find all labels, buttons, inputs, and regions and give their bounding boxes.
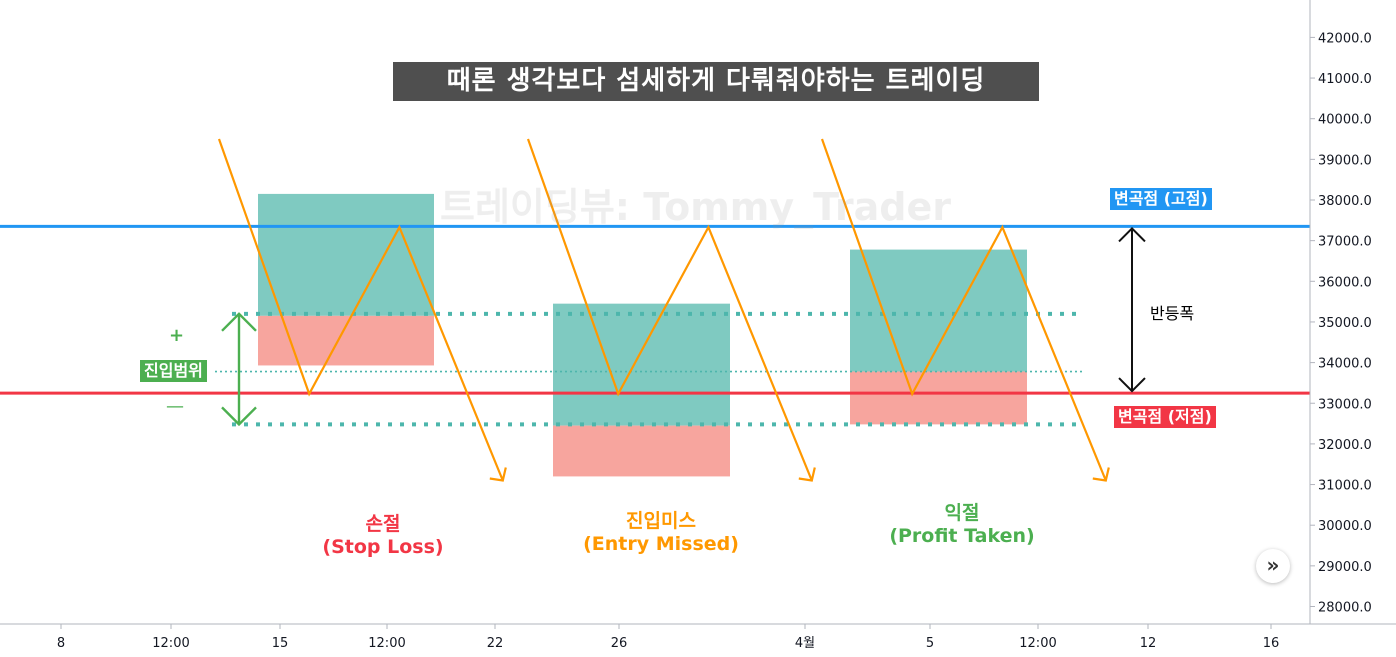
y-tick-label: 37000.0 — [1318, 235, 1372, 250]
chart-title: 때론 생각보다 섬세하게 다뤄줘야하는 트레이딩 — [393, 62, 1039, 101]
minus-sign: — — [166, 396, 184, 417]
y-tick-label: 28000.0 — [1318, 601, 1372, 616]
watermark: 트레이딩뷰: Tommy_Trader — [440, 185, 952, 229]
x-tick-label: 8 — [57, 636, 65, 651]
rebound-arrow-head-top — [1118, 227, 1146, 243]
y-tick-label: 42000.0 — [1318, 31, 1372, 46]
entry-range-arrow-head-bottom — [221, 406, 257, 427]
plus-sign: + — [169, 325, 185, 346]
profit-zone-2 — [553, 303, 730, 426]
case1-subtitle: (Stop Loss) — [322, 536, 444, 558]
y-tick-label: 33000.0 — [1318, 397, 1372, 412]
y-tick-label: 40000.0 — [1318, 113, 1372, 128]
y-tick-label: 30000.0 — [1318, 519, 1372, 534]
entry-range-arrow-head-top — [221, 312, 257, 332]
case2-title: 진입미스 — [626, 510, 696, 532]
loss-zone-3 — [850, 371, 1027, 425]
loss-zone-2 — [553, 425, 730, 477]
y-tick-label: 38000.0 — [1318, 194, 1372, 209]
price-path-arrowhead-3 — [1092, 467, 1110, 482]
x-tick-label: 15 — [272, 636, 289, 651]
case1-title: 손절 — [365, 513, 401, 535]
y-tick-label: 29000.0 — [1318, 560, 1372, 575]
price-path-2 — [526, 138, 813, 481]
price-path-1 — [217, 138, 504, 481]
y-tick-label: 34000.0 — [1318, 357, 1372, 372]
x-tick-label: 5 — [926, 636, 934, 651]
price-path-arrowhead-1 — [489, 467, 507, 482]
x-tick-label: 12:00 — [1019, 636, 1056, 651]
y-tick-label: 32000.0 — [1318, 438, 1372, 453]
case3-subtitle: (Profit Taken) — [889, 525, 1035, 547]
entry-range-tag: 진입범위 — [140, 359, 207, 382]
x-tick-label: 16 — [1263, 636, 1280, 651]
x-tick-label: 22 — [487, 636, 504, 651]
y-tick-label: 31000.0 — [1318, 479, 1372, 494]
double-chevron-right-icon: » — [1266, 553, 1280, 577]
y-tick-label: 41000.0 — [1318, 72, 1372, 87]
price-path-arrowhead-2 — [798, 467, 816, 482]
y-tick-label: 39000.0 — [1318, 153, 1372, 168]
price-path-3 — [820, 138, 1107, 481]
x-tick-label: 26 — [611, 636, 628, 651]
x-tick-label: 4월 — [795, 636, 815, 651]
y-tick-label: 36000.0 — [1318, 275, 1372, 290]
profit-zone-3 — [850, 249, 1027, 372]
rebound-width-label: 반등폭 — [1150, 304, 1195, 323]
y-tick-label: 35000.0 — [1318, 316, 1372, 331]
support-tag: 변곡점 (저점) — [1114, 406, 1216, 429]
x-tick-label: 12:00 — [368, 636, 405, 651]
x-tick-label: 12 — [1140, 636, 1157, 651]
scroll-to-realtime-button[interactable]: » — [1256, 549, 1290, 583]
x-tick-label: 12:00 — [152, 636, 189, 651]
case2-subtitle: (Entry Missed) — [583, 533, 739, 555]
profit-zone-1 — [258, 193, 434, 316]
case3-title: 익절 — [944, 502, 980, 524]
resistance-tag: 변곡점 (고점) — [1110, 188, 1212, 211]
rebound-arrow-head-bottom — [1118, 377, 1146, 393]
